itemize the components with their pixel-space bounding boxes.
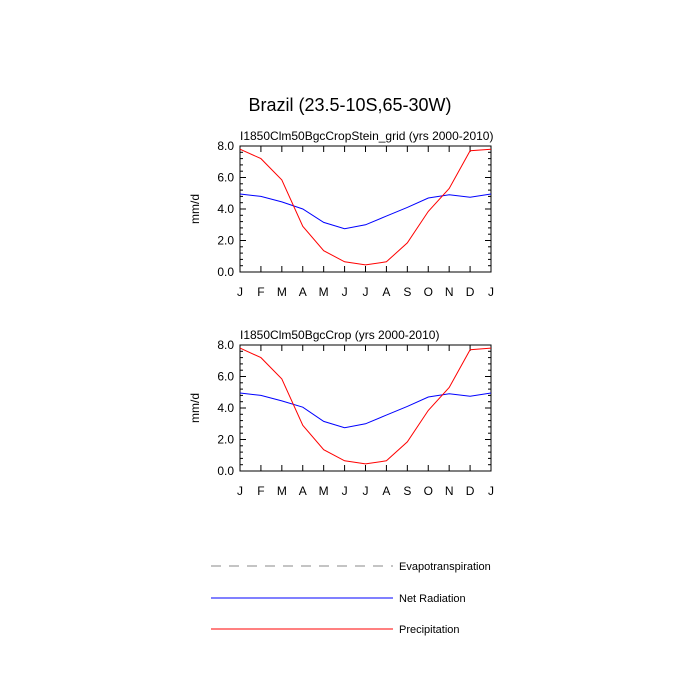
y-tick-label: 0.0 xyxy=(217,464,234,478)
series-line-net-radiation xyxy=(239,392,492,429)
y-tick-label: 8.0 xyxy=(217,338,234,352)
x-tick-label: D xyxy=(466,484,475,498)
series-line-precipitation xyxy=(239,148,492,266)
x-tick-label: M xyxy=(277,484,287,498)
x-tick-label: A xyxy=(299,285,307,299)
x-tick-label: J xyxy=(342,484,348,498)
x-tick-label: M xyxy=(319,285,329,299)
y-tick-label: 6.0 xyxy=(217,370,234,384)
x-tick-label: F xyxy=(257,285,264,299)
x-tick-label: N xyxy=(445,484,454,498)
x-tick-label: O xyxy=(424,484,433,498)
x-tick-label: F xyxy=(257,484,264,498)
x-tick-label: S xyxy=(403,285,411,299)
series-line-precipitation xyxy=(239,347,492,465)
y-tick-label: 6.0 xyxy=(217,171,234,185)
x-tick-label: J xyxy=(488,484,494,498)
y-tick-label: 4.0 xyxy=(217,202,234,216)
chart-panel-2: I1850Clm50BgcCrop (yrs 2000-2010) 0.0 2.0 4… xyxy=(188,328,494,498)
legend-label-net-radiation: Net Radiation xyxy=(399,593,466,605)
x-tick-label: M xyxy=(277,285,287,299)
x-tick-label: J xyxy=(363,285,369,299)
y-tick-label: 0.0 xyxy=(217,265,234,279)
x-tick-label: M xyxy=(319,484,329,498)
y-axis-label: mm/d xyxy=(188,393,202,423)
y-tick-label: 2.0 xyxy=(217,433,234,447)
x-tick-label: A xyxy=(299,484,307,498)
legend: Evapotranspiration Net Radiation Precipita… xyxy=(211,561,491,636)
panel-subtitle: I1850Clm50BgcCrop (yrs 2000-2010) xyxy=(240,328,439,342)
y-tick-label: 4.0 xyxy=(217,401,234,415)
x-tick-label: S xyxy=(403,484,411,498)
x-tick-label: A xyxy=(382,285,390,299)
x-tick-label: J xyxy=(363,484,369,498)
chart-panel-1: I1850Clm50BgcCropStein_grid (yrs 2000-20… xyxy=(188,129,494,299)
legend-label-evapotranspiration: Evapotranspiration xyxy=(399,561,491,573)
legend-label-precipitation: Precipitation xyxy=(399,624,460,636)
plot-frame xyxy=(239,344,492,472)
panel-subtitle: I1850Clm50BgcCropStein_grid (yrs 2000-20… xyxy=(240,129,493,143)
x-tick-label: J xyxy=(237,484,243,498)
figure-title: Brazil (23.5-10S,65-30W) xyxy=(248,95,451,115)
x-tick-label: D xyxy=(466,285,475,299)
y-axis-label: mm/d xyxy=(188,194,202,224)
y-tick-label: 2.0 xyxy=(217,234,234,248)
x-tick-label: O xyxy=(424,285,433,299)
x-tick-label: J xyxy=(488,285,494,299)
x-tick-label: A xyxy=(382,484,390,498)
x-tick-label: J xyxy=(237,285,243,299)
plot-frame xyxy=(239,145,492,273)
y-tick-label: 8.0 xyxy=(217,139,234,153)
x-tick-label: N xyxy=(445,285,454,299)
x-tick-label: J xyxy=(342,285,348,299)
chart-panels: I1850Clm50BgcCropStein_grid (yrs 2000-20… xyxy=(188,129,494,498)
series-line-net-radiation xyxy=(239,193,492,230)
